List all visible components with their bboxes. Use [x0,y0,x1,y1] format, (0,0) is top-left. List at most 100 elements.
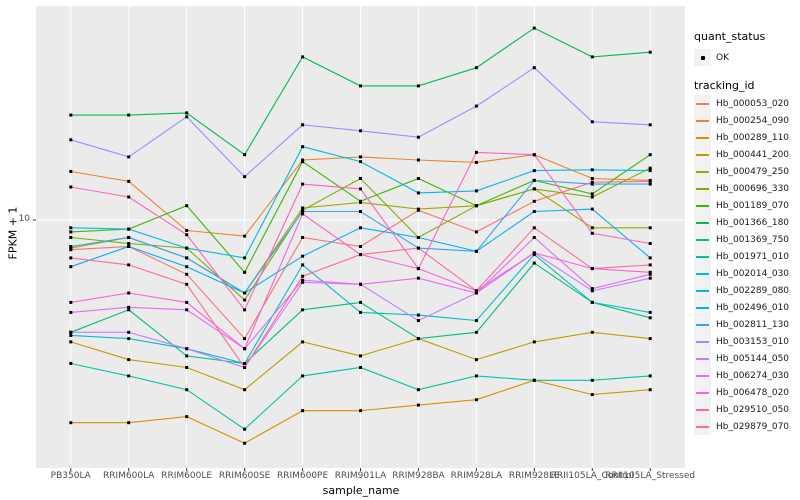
data-point-marker [532,199,536,203]
data-point-marker [301,123,305,127]
legend-item-label: Hb_029510_050 [716,404,790,415]
legend-item-label: OK [716,52,729,63]
data-point-marker [243,298,247,302]
data-point-marker [648,374,652,378]
legend-item-label: Hb_006274_030 [716,370,790,381]
legend-color-swatch [696,340,709,343]
data-point-marker [359,155,362,159]
data-point-marker [127,263,131,267]
data-point-marker [474,319,478,323]
data-point-marker [359,282,362,286]
legend-item-label: Hb_029879_070 [716,421,790,432]
x-tick-label-RRIM928LE: RRIM928LE [508,471,560,481]
data-point-marker [648,270,652,274]
legend-key-box [694,214,711,231]
data-point-marker [416,191,420,195]
legend-item-Hb_029879_070: Hb_029879_070 [694,418,800,435]
data-point-marker [590,192,594,196]
legend-color-swatch [696,187,709,190]
data-point-marker [590,180,594,184]
legend-item-Hb_005144_050: Hb_005144_050 [694,350,800,367]
legend: quant_status OK tracking_id Hb_000053_02… [694,30,800,435]
data-point-marker [532,210,536,213]
data-point-marker [185,354,189,358]
data-point-marker [474,204,478,208]
data-point-marker [359,199,362,203]
data-point-marker [648,153,652,157]
data-point-marker [185,204,189,208]
data-point-marker [590,120,594,124]
data-point-marker [127,236,131,239]
data-point-marker [590,300,594,304]
legend-key-box [694,265,711,282]
data-point-marker [301,236,305,239]
data-point-marker [243,347,247,351]
data-point-marker [243,270,247,274]
data-point-marker [243,175,247,179]
legend-color-swatch [696,204,709,207]
data-point-marker [69,236,73,239]
x-tick-label-RRII105LA_Stressed: RRII105LA_Stressed [605,471,696,481]
data-point-marker [127,291,131,295]
legend-item-Hb_000254_090: Hb_000254_090 [694,112,800,129]
data-point-marker [185,272,189,276]
data-point-marker [127,421,131,425]
data-point-marker [301,278,305,282]
data-point-marker [359,187,362,191]
data-point-marker [359,354,362,358]
legend-key-box [694,197,711,214]
data-point-marker [590,207,594,211]
data-point-marker [590,289,594,293]
data-point-marker [359,84,362,88]
data-point-marker [127,155,131,159]
data-point-marker [69,246,73,250]
legend-color-swatch [696,425,709,428]
legend-key-box [694,180,711,197]
data-point-marker [127,305,131,309]
legend-item-Hb_006274_030: Hb_006274_030 [694,367,800,384]
data-point-marker [301,274,305,278]
point-marker-icon [700,55,705,60]
data-point-marker [359,245,362,248]
data-point-marker [532,378,536,382]
data-point-marker [301,308,305,312]
legend-item-label: Hb_006478_020 [716,387,790,398]
data-point-marker [532,153,536,157]
data-point-marker [416,246,420,250]
data-point-marker [359,160,362,164]
data-point-marker [648,276,652,280]
x-axis-title: sample_name [322,484,400,497]
legend-key-box [694,146,711,163]
data-point-marker [590,226,594,230]
data-point-marker [301,263,305,267]
legend-item-Hb_000441_200: Hb_000441_200 [694,146,800,163]
data-point-marker [185,366,189,369]
data-point-marker [590,267,594,271]
legend-item-label: Hb_002289_080 [716,285,790,296]
data-point-marker [532,236,536,239]
data-point-marker [416,84,420,88]
legend-key-box [694,95,711,112]
data-point-marker [359,210,362,213]
data-point-marker [127,179,131,183]
legend-key-box [694,299,711,316]
data-point-marker [359,366,362,369]
legend-key-box [694,49,711,66]
data-point-marker [185,415,189,419]
data-point-marker [185,282,189,286]
data-point-marker [127,227,131,231]
x-tick-label-RRIM600PE: RRIM600PE [276,471,329,481]
data-point-marker [185,300,189,304]
legend-color-swatch [696,306,709,309]
data-point-marker [359,226,362,230]
legend-color-swatch [696,221,709,224]
legend-key-box [694,350,711,367]
legend-item-Hb_000696_330: Hb_000696_330 [694,180,800,197]
data-point-marker [185,347,189,351]
data-point-marker [416,135,420,139]
legend-item-label: Hb_002014_030 [716,268,790,279]
data-point-marker [474,374,478,378]
data-point-marker [359,409,362,413]
data-point-marker [301,280,305,284]
data-point-marker [648,263,652,267]
